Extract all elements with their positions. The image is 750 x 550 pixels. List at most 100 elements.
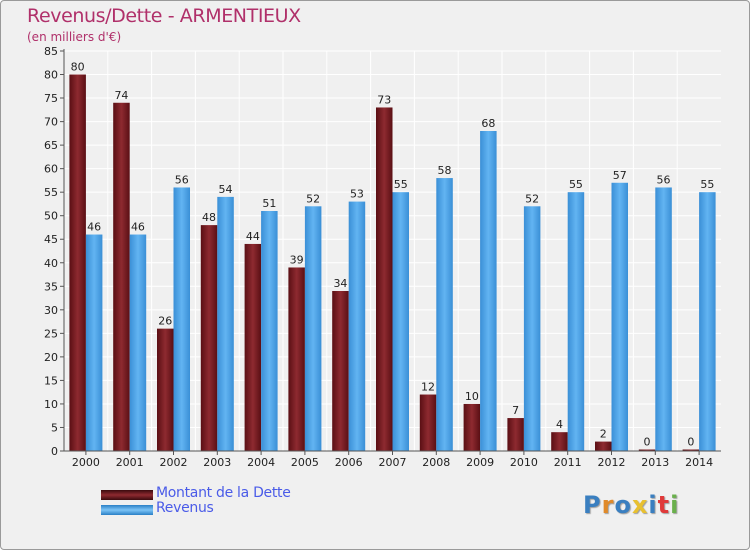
bar-debt (69, 74, 86, 451)
data-label-revenus: 52 (306, 192, 320, 205)
data-label-debt: 39 (290, 253, 304, 266)
x-tick-label: 2004 (247, 456, 275, 469)
data-label-revenus: 52 (525, 192, 539, 205)
bar-revenus (611, 182, 628, 451)
bar-revenus (129, 234, 147, 451)
logo-letter: i (648, 491, 658, 519)
bar-debt (288, 267, 305, 451)
data-label-debt: 73 (377, 93, 391, 106)
y-tick-label: 20 (44, 351, 58, 364)
y-tick-label: 35 (44, 280, 58, 293)
data-label-revenus: 46 (87, 221, 101, 234)
data-label-debt: 10 (465, 390, 479, 403)
bar-revenus (173, 187, 190, 451)
data-label-debt: 0 (644, 436, 651, 449)
y-tick-label: 80 (44, 69, 58, 82)
y-tick-label: 30 (44, 304, 58, 317)
logo-letter: r (601, 491, 615, 519)
bar-revenus (348, 201, 366, 451)
bar-debt (551, 432, 568, 451)
data-label-debt: 0 (687, 436, 694, 449)
y-tick-label: 10 (44, 398, 58, 411)
data-label-revenus: 55 (394, 178, 408, 191)
data-label-revenus: 56 (175, 173, 189, 186)
logo-letter: o (614, 491, 632, 519)
data-label-revenus: 57 (613, 169, 627, 182)
data-label-revenus: 55 (700, 178, 714, 191)
data-label-revenus: 68 (481, 117, 495, 130)
y-tick-label: 5 (51, 421, 58, 434)
x-tick-label: 2010 (510, 456, 538, 469)
chart-subtitle: (en milliers d'€) (27, 30, 122, 44)
bar-debt (113, 102, 130, 451)
x-tick-label: 2009 (466, 456, 494, 469)
y-tick-label: 55 (44, 186, 58, 199)
y-tick-label: 85 (44, 45, 58, 58)
data-label-revenus: 55 (569, 178, 583, 191)
y-tick-label: 45 (44, 233, 58, 246)
y-tick-label: 0 (51, 445, 58, 458)
logo-letter: t (657, 491, 671, 519)
logo-letter: i (670, 491, 680, 519)
bar-debt (419, 394, 437, 451)
data-label-debt: 74 (114, 89, 128, 102)
proxiti-logo: Proxiti (583, 491, 679, 519)
data-label-revenus: 51 (262, 197, 276, 210)
bar-debt (595, 441, 612, 451)
x-tick-label: 2005 (291, 456, 319, 469)
x-tick-label: 2001 (116, 456, 144, 469)
bar-debt (200, 225, 218, 451)
y-tick-label: 60 (44, 163, 58, 176)
data-label-revenus: 53 (350, 188, 364, 201)
bar-revenus (392, 192, 409, 452)
bar-debt (682, 449, 700, 451)
data-label-debt: 12 (421, 381, 435, 394)
data-label-revenus: 46 (131, 221, 145, 234)
bar-revenus (655, 187, 672, 451)
bar-debt (376, 107, 393, 452)
bar-revenus (699, 192, 716, 452)
bar-debt (507, 418, 524, 451)
bar-revenus (217, 196, 234, 451)
y-tick-label: 25 (44, 327, 58, 340)
legend-swatch-debt (101, 490, 153, 500)
data-label-debt: 34 (333, 277, 347, 290)
data-label-debt: 26 (158, 315, 172, 328)
x-tick-label: 2000 (72, 456, 100, 469)
data-label-debt: 48 (202, 211, 216, 224)
data-label-revenus: 54 (219, 183, 233, 196)
data-label-debt: 4 (556, 418, 563, 431)
bar-debt (244, 243, 262, 451)
y-tick-label: 75 (44, 92, 58, 105)
x-tick-label: 2003 (203, 456, 231, 469)
bar-revenus (261, 211, 278, 451)
bar-revenus (85, 234, 103, 451)
y-tick-label: 65 (44, 139, 58, 152)
y-tick-label: 50 (44, 210, 58, 223)
legend-label-debt: Montant de la Dette (156, 485, 291, 501)
data-label-revenus: 58 (438, 164, 452, 177)
data-label-debt: 44 (246, 230, 260, 243)
x-tick-label: 2014 (685, 456, 713, 469)
x-tick-label: 2013 (641, 456, 669, 469)
logo-letter: x (631, 491, 649, 519)
bar-debt (332, 291, 349, 451)
data-label-debt: 80 (71, 61, 85, 74)
bar-revenus (304, 206, 322, 451)
bar-debt (157, 328, 174, 451)
x-tick-label: 2007 (379, 456, 407, 469)
x-tick-label: 2006 (335, 456, 363, 469)
data-label-debt: 7 (512, 404, 519, 417)
y-tick-label: 70 (44, 116, 58, 129)
logo-letter: P (583, 491, 602, 519)
x-tick-label: 2002 (160, 456, 188, 469)
bar-debt (638, 449, 656, 451)
y-tick-label: 40 (44, 257, 58, 270)
legend-swatch-revenus (101, 505, 153, 515)
legend-label-revenus: Revenus (156, 500, 214, 516)
bar-revenus (523, 206, 541, 451)
x-tick-label: 2011 (554, 456, 582, 469)
x-tick-label: 2008 (422, 456, 450, 469)
